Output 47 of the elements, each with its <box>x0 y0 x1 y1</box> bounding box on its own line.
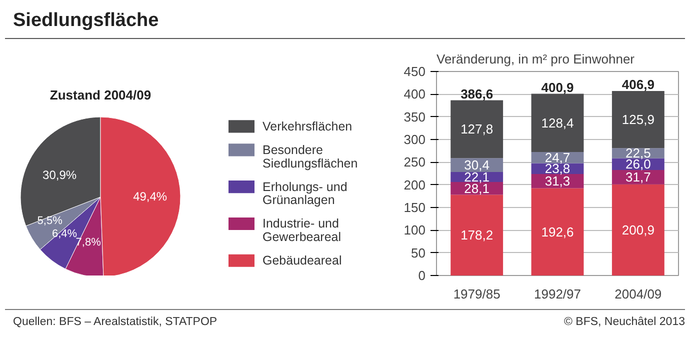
total-label: 400,9 <box>541 80 574 95</box>
bar <box>612 170 664 184</box>
data-label: 24,7 <box>544 150 570 166</box>
text: © BFS, Neuchâtel 2013 <box>564 315 685 330</box>
y-tick-label: 300 <box>404 132 426 147</box>
chart-subtitle: Zustand 2004/09 <box>50 88 152 103</box>
source-note: Quellen: BFS – Arealstatistik, STATPOP <box>13 315 218 330</box>
y-tick-label: 50 <box>411 245 426 260</box>
data-label: 31,3 <box>544 174 570 189</box>
y-tick-label: 450 <box>404 64 426 79</box>
data-label: 5,5% <box>37 215 63 228</box>
x-tick-label: 1992/97 <box>534 286 582 302</box>
legend-label: Industrie- und Gewerbeareal <box>262 216 342 244</box>
x-tick-label: 2004/09 <box>614 286 662 302</box>
data-label: 192,6 <box>541 224 574 240</box>
total-label: 406,9 <box>622 77 654 92</box>
y-tick-label: 200 <box>404 177 426 192</box>
legend-label: Gebäudeareal <box>262 254 342 268</box>
legend-label: Erholungs- und Grünanlagen <box>262 180 348 208</box>
chart-title: Siedlungsfläche <box>5 5 685 40</box>
bar <box>612 184 664 276</box>
bar <box>450 100 504 158</box>
data-label: 127,8 <box>460 122 494 137</box>
data-label: 30,9% <box>42 168 77 182</box>
data-label: 125,9 <box>622 112 654 128</box>
bar <box>612 90 664 148</box>
y-tick-label: 400 <box>404 86 426 102</box>
legend-label: Verkehrsflächen <box>262 119 352 134</box>
y-tick-label: 250 <box>404 154 426 170</box>
bar <box>531 188 584 276</box>
y-tick-label: 350 <box>404 109 426 124</box>
chart-title: Veränderung, in m² pro Einwohner <box>436 52 636 66</box>
data-label: 30,4 <box>464 158 490 173</box>
y-tick-label: 100 <box>404 222 426 238</box>
data-label: 178,2 <box>460 228 494 243</box>
data-label: 200,9 <box>622 222 654 238</box>
y-tick-label: 150 <box>404 200 426 215</box>
bar <box>531 94 584 152</box>
total-label: 386,6 <box>460 86 494 102</box>
legend-label: Besondere Siedlungsflächen <box>262 142 358 170</box>
x-tick-label: 1979/85 <box>453 286 500 302</box>
data-label: 49,4% <box>133 189 168 204</box>
data-label: 22,5 <box>626 146 651 161</box>
data-label: 31,7 <box>626 170 651 185</box>
y-tick-label: 0 <box>418 268 426 283</box>
data-label: 128,4 <box>541 115 574 130</box>
bar <box>450 194 504 276</box>
